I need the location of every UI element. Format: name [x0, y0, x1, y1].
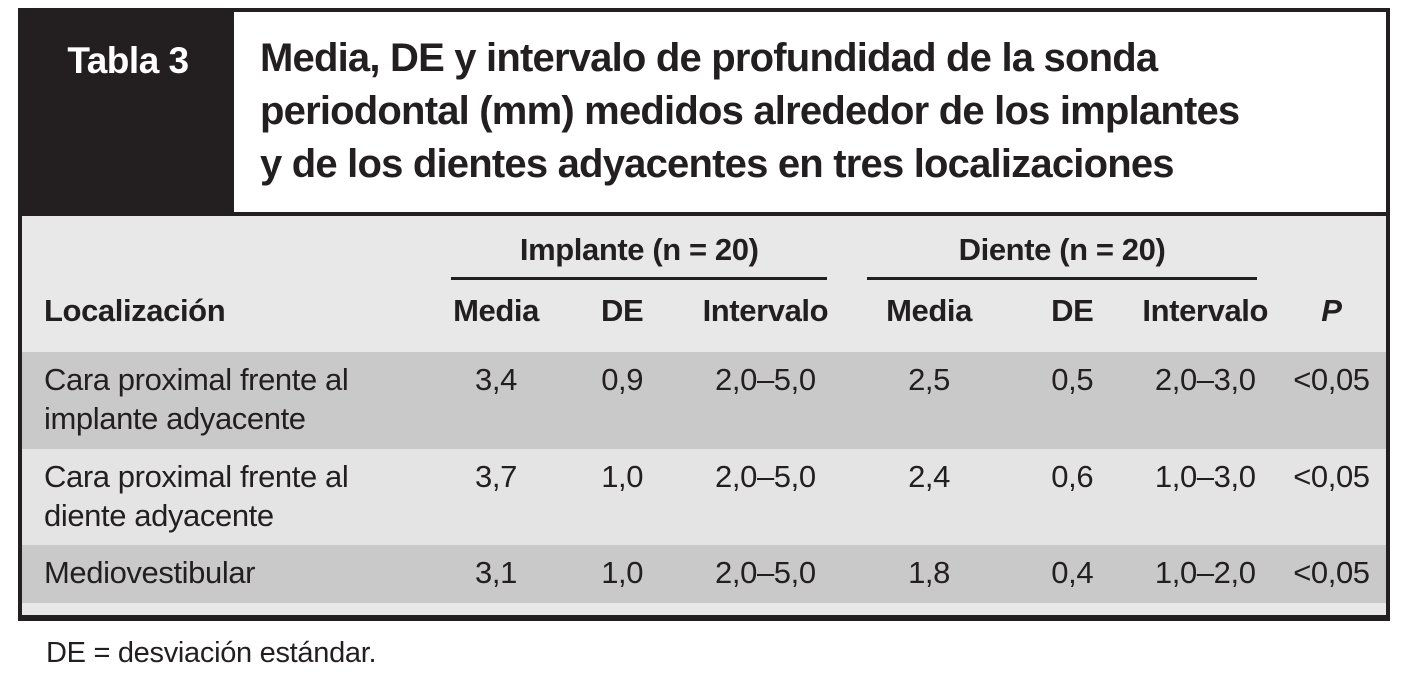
group-header-spacer-p — [1277, 216, 1386, 280]
cell-media-diente: 2,5 — [847, 338, 1011, 449]
cell-intervalo-diente: 2,0–3,0 — [1133, 338, 1277, 449]
column-header-de-implante: DE — [560, 280, 684, 350]
cell-p-value: <0,05 — [1276, 545, 1386, 603]
title-line-1: Media, DE y intervalo de profundidad de … — [260, 36, 1158, 80]
data-table: Implante (n = 20) Diente (n = 20) Locali… — [22, 216, 1386, 603]
title-line-3: y de los dientes adyacentes en tres loca… — [260, 142, 1175, 187]
group-header-spacer — [22, 216, 431, 280]
cell-media-implante: 3,7 — [431, 448, 561, 546]
group-label-diente: Diente (n = 20) — [867, 232, 1257, 280]
document-page: Tabla 3 Media, DE y intervalo de profund… — [18, 8, 1390, 669]
figure-header: Tabla 3 Media, DE y intervalo de profund… — [22, 12, 1386, 216]
cell-intervalo-implante: 2,0–5,0 — [683, 545, 848, 603]
title-line-2: periodontal (mm) medidos alrededor de lo… — [260, 89, 1240, 134]
column-header-row: Localización Media DE Intervalo Media DE… — [22, 280, 1386, 350]
cell-de-implante: 1,0 — [560, 448, 684, 546]
column-header-p: P — [1276, 280, 1386, 350]
table-row: Cara proximal frente al diente adyacente… — [22, 448, 1386, 546]
cell-p-value: <0,05 — [1276, 338, 1386, 449]
column-header-media-diente: Media — [847, 280, 1011, 350]
table-footnote: DE = desviación estándar. — [46, 636, 377, 669]
cell-de-diente: 0,4 — [1010, 545, 1134, 603]
table-row: Mediovestibular 3,1 1,0 2,0–5,0 1,8 0,4 … — [22, 545, 1386, 603]
table-row: Cara proximal frente al implante adyacen… — [22, 338, 1386, 449]
group-header-implante: Implante (n = 20) — [431, 216, 847, 280]
column-header-intervalo-implante: Intervalo — [683, 280, 848, 350]
column-header-localizacion: Localización — [22, 280, 432, 350]
group-label-implante: Implante (n = 20) — [451, 232, 828, 280]
cell-de-diente: 0,5 — [1010, 338, 1134, 449]
column-header-media-implante: Media — [431, 280, 561, 350]
column-header-de-diente: DE — [1010, 280, 1134, 350]
column-header-intervalo-diente: Intervalo — [1133, 280, 1277, 350]
cell-p-value: <0,05 — [1276, 448, 1386, 546]
cell-intervalo-diente: 1,0–2,0 — [1133, 545, 1277, 603]
table-figure: Tabla 3 Media, DE y intervalo de profund… — [18, 8, 1390, 621]
table-label: Tabla 3 — [22, 12, 234, 212]
cell-de-implante: 1,0 — [560, 545, 684, 603]
row-location: Cara proximal frente al diente adyacente — [22, 448, 432, 546]
row-location: Cara proximal frente al implante adyacen… — [22, 338, 432, 449]
cell-media-implante: 3,4 — [431, 338, 561, 449]
cell-media-diente: 2,4 — [847, 448, 1011, 546]
group-header-diente: Diente (n = 20) — [847, 216, 1277, 280]
cell-media-implante: 3,1 — [431, 545, 561, 603]
cell-de-diente: 0,6 — [1010, 448, 1134, 546]
table-title: Media, DE y intervalo de profundidad de … — [234, 12, 1269, 212]
cell-de-implante: 0,9 — [560, 338, 684, 449]
cell-intervalo-implante: 2,0–5,0 — [683, 338, 848, 449]
data-table-region: Implante (n = 20) Diente (n = 20) Locali… — [22, 216, 1386, 615]
row-location: Mediovestibular — [22, 545, 432, 603]
cell-intervalo-implante: 2,0–5,0 — [683, 448, 848, 546]
cell-intervalo-diente: 1,0–3,0 — [1133, 448, 1277, 546]
cell-media-diente: 1,8 — [847, 545, 1011, 603]
group-header-row: Implante (n = 20) Diente (n = 20) — [22, 216, 1386, 280]
